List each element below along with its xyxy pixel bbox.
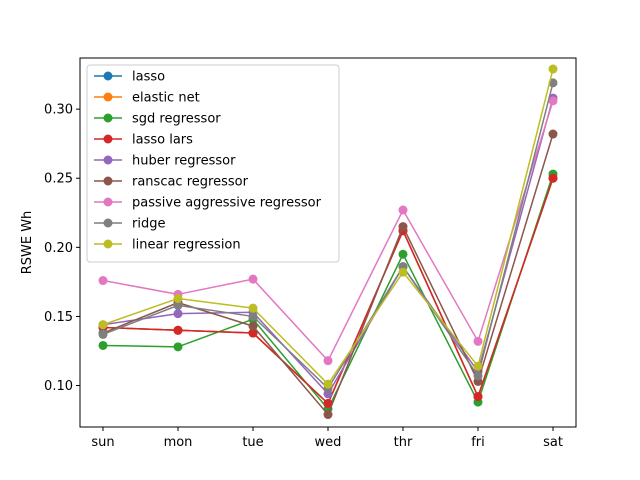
legend-label: ranscac regressor — [132, 175, 249, 190]
y-tick-label: 0.25 — [44, 172, 73, 187]
data-point — [548, 173, 558, 183]
data-point — [548, 129, 558, 139]
legend-label: elastic net — [132, 91, 200, 106]
data-point — [323, 410, 333, 420]
legend-label: ridge — [132, 217, 165, 232]
data-point — [323, 379, 333, 389]
legend-label: huber regressor — [132, 154, 236, 169]
legend-marker — [103, 155, 113, 165]
data-point — [173, 300, 183, 310]
legend-label: linear regression — [132, 238, 241, 253]
legend-entry: lasso — [94, 70, 165, 85]
data-point — [173, 342, 183, 352]
x-tick-label: thr — [394, 435, 413, 450]
y-axis-label: RSWE Wh — [20, 211, 35, 275]
data-point — [473, 336, 483, 346]
y-tick-label: 0.15 — [44, 310, 73, 325]
data-point — [248, 328, 258, 338]
legend-marker — [103, 113, 113, 123]
legend-entry: sgd regressor — [94, 112, 221, 127]
legend-entry: passive aggressive regressor — [94, 196, 322, 211]
legend-label: sgd regressor — [132, 112, 221, 127]
x-tick-label: tue — [242, 435, 263, 450]
data-point — [248, 303, 258, 313]
data-point — [323, 356, 333, 366]
legend-label: lasso — [132, 70, 165, 85]
data-point — [473, 392, 483, 402]
y-tick-marks: 0.10 0.15 0.20 0.25 0.30 — [44, 103, 80, 394]
x-tick-label: fri — [471, 435, 485, 450]
data-point — [398, 222, 408, 232]
y-tick-label: 0.30 — [44, 103, 73, 118]
data-point — [398, 267, 408, 277]
legend-entry: huber regressor — [94, 154, 236, 169]
series-lasso-lars — [98, 173, 558, 409]
legend: lasso elastic net sgd regressor lasso lars h… — [86, 64, 340, 263]
data-point — [548, 96, 558, 106]
legend-label: lasso lars — [132, 133, 193, 148]
data-point — [98, 320, 108, 330]
legend-entry: ridge — [94, 217, 165, 232]
data-point — [98, 329, 108, 339]
legend-entry: lasso lars — [94, 133, 193, 148]
data-point — [248, 274, 258, 284]
x-tick-label: sat — [543, 435, 563, 450]
data-point — [248, 311, 258, 321]
legend-entry: ranscac regressor — [94, 175, 249, 190]
legend-box — [86, 64, 340, 263]
legend-marker — [103, 71, 113, 81]
series-layer — [98, 64, 558, 420]
data-point — [473, 361, 483, 371]
legend-marker — [103, 197, 113, 207]
x-tick-marks: sun mon tue wed thr fri sat — [91, 427, 563, 450]
plot-frame — [79, 57, 577, 428]
data-point — [398, 249, 408, 259]
data-point — [398, 205, 408, 215]
data-point — [473, 371, 483, 381]
x-tick-label: wed — [315, 435, 342, 450]
legend-entry: linear regression — [94, 238, 241, 253]
data-point — [248, 321, 258, 331]
data-point — [173, 325, 183, 335]
data-point — [323, 399, 333, 409]
y-tick-label: 0.10 — [44, 379, 73, 394]
series-linear-regression — [98, 64, 558, 389]
x-tick-label: sun — [91, 435, 114, 450]
legend-marker — [103, 239, 113, 249]
legend-marker — [103, 176, 113, 186]
data-point — [548, 64, 558, 74]
legend-marker — [103, 134, 113, 144]
data-point — [173, 293, 183, 303]
legend-marker — [103, 218, 113, 228]
legend-entry: elastic net — [94, 91, 200, 106]
legend-label: passive aggressive regressor — [132, 196, 322, 211]
data-point — [98, 276, 108, 286]
legend-marker — [103, 92, 113, 102]
data-point — [98, 340, 108, 350]
y-tick-label: 0.20 — [44, 241, 73, 256]
x-tick-label: mon — [164, 435, 193, 450]
data-point — [173, 309, 183, 319]
